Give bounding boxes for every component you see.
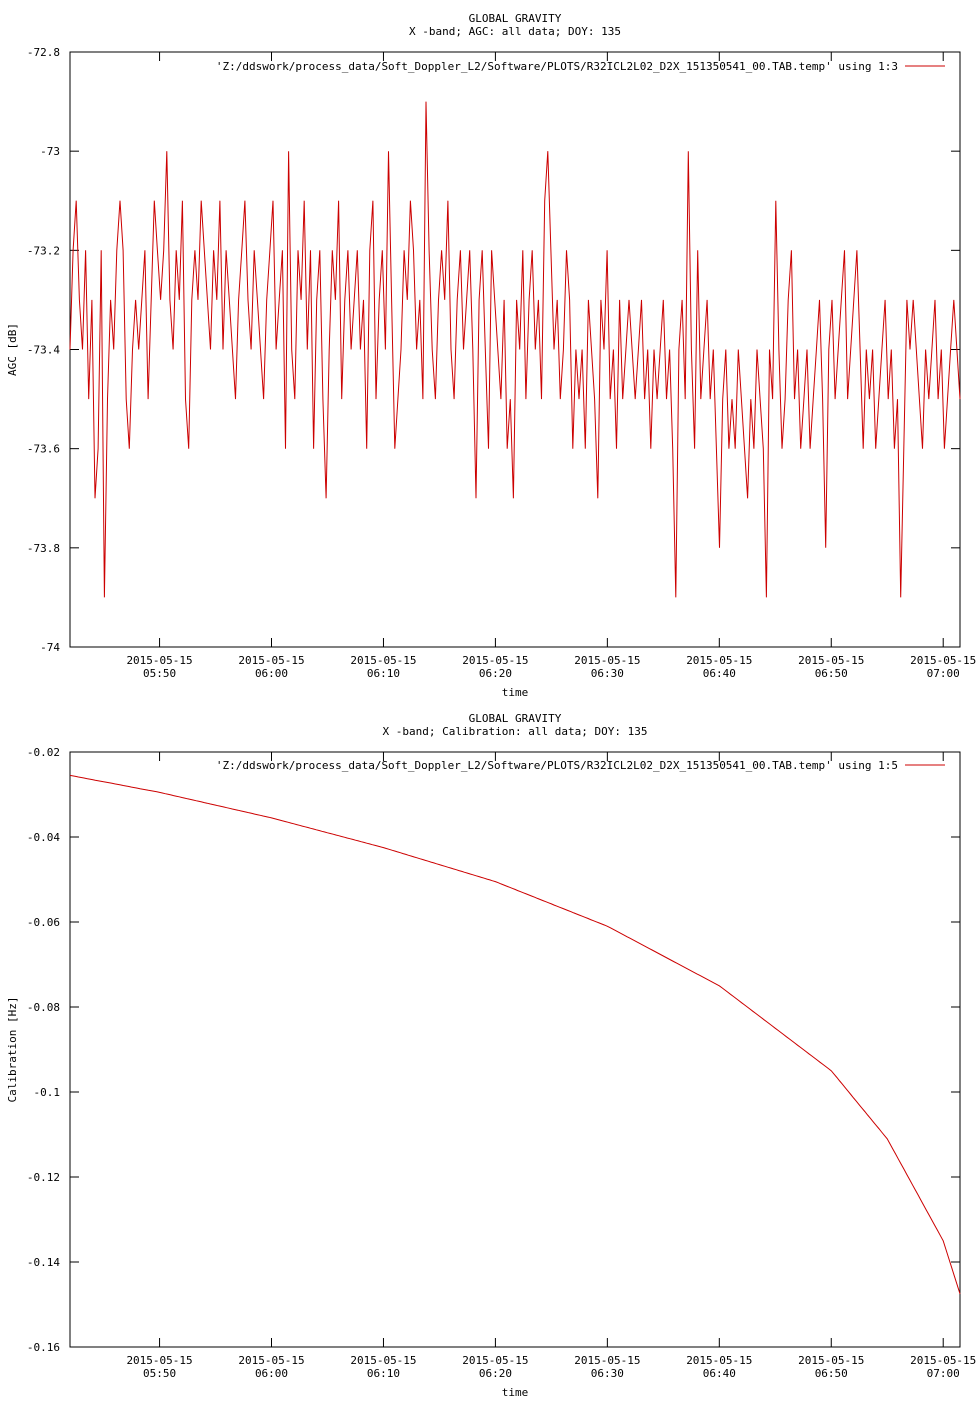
x-tick-label-time: 06:40	[703, 667, 736, 680]
y-tick-label: -0.1	[34, 1086, 61, 1099]
y-tick-label: -73.6	[27, 443, 60, 456]
x-tick-label-time: 05:50	[143, 667, 176, 680]
legend-label: 'Z:/ddswork/process_data/Soft_Doppler_L2…	[216, 759, 898, 772]
x-tick-label-date: 2015-05-15	[462, 654, 528, 667]
x-tick-label-date: 2015-05-15	[350, 654, 416, 667]
x-tick-label-date: 2015-05-15	[574, 654, 640, 667]
plot-frame	[69, 751, 961, 1348]
x-axis-label: time	[502, 1386, 529, 1399]
x-tick-label-date: 2015-05-15	[798, 654, 864, 667]
chart-title: GLOBAL GRAVITY	[469, 712, 562, 725]
x-tick-label-time: 07:00	[927, 667, 960, 680]
chart-title: GLOBAL GRAVITY	[469, 12, 562, 25]
series-line	[69, 774, 961, 1295]
x-tick-label-time: 06:30	[591, 1367, 624, 1380]
x-tick-label-time: 06:00	[255, 1367, 288, 1380]
y-tick-label: -0.14	[27, 1256, 60, 1269]
x-tick-label-time: 06:10	[367, 1367, 400, 1380]
chart-subtitle: X -band; Calibration: all data; DOY: 135	[383, 725, 648, 738]
y-tick-label: -0.02	[27, 746, 60, 759]
y-tick-label: -73.8	[27, 542, 60, 555]
y-tick-label: -73	[40, 145, 60, 158]
x-tick-label-date: 2015-05-15	[574, 1354, 640, 1367]
y-tick-label: -0.16	[27, 1341, 60, 1354]
y-tick-label: -0.06	[27, 916, 60, 929]
x-tick-label-time: 06:50	[815, 667, 848, 680]
y-axis-label: AGC [dB]	[6, 323, 19, 376]
x-tick-label-time: 06:40	[703, 1367, 736, 1380]
x-tick-label-date: 2015-05-15	[238, 654, 304, 667]
x-tick-label-date: 2015-05-15	[686, 654, 752, 667]
y-tick-label: -0.04	[27, 831, 60, 844]
x-tick-label-date: 2015-05-15	[798, 1354, 864, 1367]
x-tick-label-date: 2015-05-15	[238, 1354, 304, 1367]
x-tick-label-time: 07:00	[927, 1367, 960, 1380]
x-tick-label-date: 2015-05-15	[910, 654, 976, 667]
x-tick-label-time: 06:00	[255, 667, 288, 680]
x-axis-label: time	[502, 686, 529, 699]
x-tick-label-date: 2015-05-15	[350, 1354, 416, 1367]
x-tick-label-time: 06:50	[815, 1367, 848, 1380]
y-tick-label: -72.8	[27, 46, 60, 59]
x-tick-label-date: 2015-05-15	[126, 1354, 192, 1367]
x-tick-label-time: 06:20	[479, 667, 512, 680]
x-tick-label-date: 2015-05-15	[126, 654, 192, 667]
y-axis-label: Calibration [Hz]	[6, 997, 19, 1103]
y-tick-label: -73.2	[27, 244, 60, 257]
y-tick-label: -73.4	[27, 344, 60, 357]
x-tick-label-date: 2015-05-15	[462, 1354, 528, 1367]
legend-label: 'Z:/ddswork/process_data/Soft_Doppler_L2…	[216, 60, 898, 73]
series-line	[69, 101, 961, 598]
y-tick-label: -0.12	[27, 1171, 60, 1184]
y-tick-label: -0.08	[27, 1001, 60, 1014]
x-tick-label-date: 2015-05-15	[686, 1354, 752, 1367]
x-tick-label-date: 2015-05-15	[910, 1354, 976, 1367]
x-tick-label-time: 05:50	[143, 1367, 176, 1380]
y-tick-label: -74	[40, 641, 60, 654]
x-tick-label-time: 06:30	[591, 667, 624, 680]
x-tick-label-time: 06:20	[479, 1367, 512, 1380]
chart-subtitle: X -band; AGC: all data; DOY: 135	[409, 25, 621, 38]
x-tick-label-time: 06:10	[367, 667, 400, 680]
